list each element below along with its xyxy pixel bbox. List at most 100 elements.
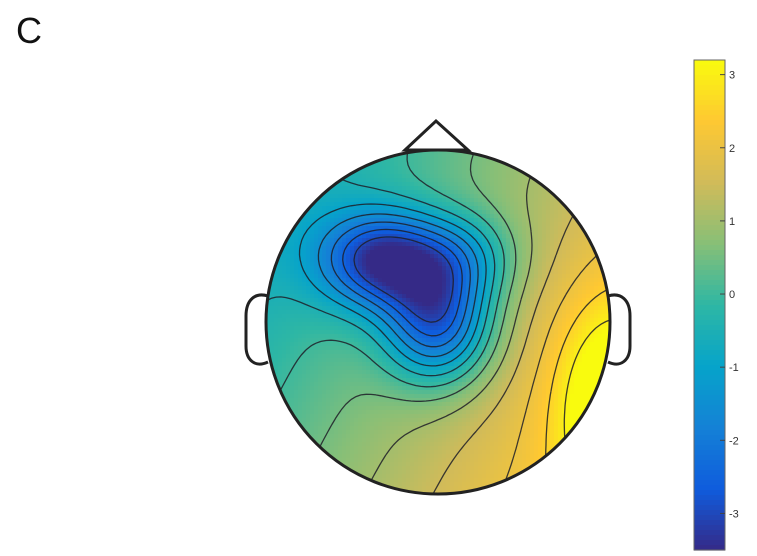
- heatmap-cell: [358, 206, 363, 211]
- heatmap-cell: [414, 282, 419, 287]
- heatmap-cell: [522, 370, 527, 375]
- heatmap-cell: [574, 310, 579, 315]
- heatmap-cell: [494, 242, 499, 247]
- heatmap-cell: [386, 286, 391, 291]
- heatmap-cell: [310, 362, 315, 367]
- heatmap-cell: [370, 194, 375, 199]
- heatmap-cell: [586, 254, 591, 259]
- heatmap-cell: [406, 282, 411, 287]
- heatmap-cell: [342, 170, 347, 175]
- heatmap-cell: [474, 202, 479, 207]
- heatmap-cell: [362, 318, 367, 323]
- heatmap-cell: [398, 262, 403, 267]
- heatmap-cell: [326, 282, 331, 287]
- heatmap-cell: [430, 314, 435, 319]
- heatmap-cell: [542, 306, 547, 311]
- heatmap-cell: [578, 250, 583, 255]
- heatmap-cell: [406, 246, 411, 251]
- heatmap-cell: [534, 266, 539, 271]
- heatmap-cell: [530, 370, 535, 375]
- heatmap-cell: [562, 314, 567, 319]
- heatmap-cell: [358, 406, 363, 411]
- heatmap-cell: [418, 350, 423, 355]
- heatmap-cell: [430, 366, 435, 371]
- heatmap-cell: [606, 322, 610, 327]
- heatmap-cell: [590, 282, 595, 287]
- heatmap-cell: [418, 182, 423, 187]
- heatmap-cell: [554, 266, 559, 271]
- heatmap-cell: [442, 338, 447, 343]
- heatmap-cell: [406, 194, 411, 199]
- heatmap-cell: [306, 350, 311, 355]
- heatmap-cell: [326, 378, 331, 383]
- heatmap-cell: [518, 294, 523, 299]
- heatmap-cell: [602, 262, 607, 267]
- heatmap-cell: [290, 334, 295, 339]
- heatmap-cell: [534, 190, 539, 195]
- heatmap-cell: [374, 410, 379, 415]
- heatmap-cell: [470, 270, 475, 275]
- heatmap-cell: [286, 262, 291, 267]
- heatmap-cell: [338, 354, 343, 359]
- heatmap-cell: [370, 266, 375, 271]
- heatmap-cell: [318, 330, 323, 335]
- heatmap-cell: [558, 406, 563, 411]
- heatmap-cell: [294, 322, 299, 327]
- heatmap-cell: [482, 266, 487, 271]
- heatmap-cell: [530, 182, 535, 187]
- heatmap-cell: [466, 182, 471, 187]
- heatmap-cell: [502, 238, 507, 243]
- heatmap-cell: [522, 298, 527, 303]
- heatmap-cell: [398, 342, 403, 347]
- heatmap-cell: [506, 182, 511, 187]
- heatmap-cell: [506, 390, 511, 395]
- heatmap-cell: [442, 370, 447, 375]
- heatmap-cell: [470, 298, 475, 303]
- heatmap-cell: [518, 402, 523, 407]
- heatmap-cell: [398, 226, 403, 231]
- heatmap-cell: [402, 342, 407, 347]
- heatmap-cell: [446, 242, 451, 247]
- heatmap-cell: [510, 246, 515, 251]
- heatmap-cell: [386, 162, 391, 167]
- heatmap-cell: [578, 302, 583, 307]
- heatmap-cell: [562, 278, 567, 283]
- heatmap-cell: [454, 250, 459, 255]
- heatmap-cell: [606, 314, 610, 319]
- heatmap-cell: [378, 170, 383, 175]
- heatmap-cell: [386, 186, 391, 191]
- heatmap-cell: [386, 178, 391, 183]
- right-ear-shape: [607, 293, 632, 366]
- heatmap-cell: [382, 370, 387, 375]
- heatmap-cell: [386, 266, 391, 271]
- heatmap-cell: [498, 318, 503, 323]
- heatmap-cell: [350, 378, 355, 383]
- heatmap-cell: [574, 290, 579, 295]
- heatmap-cell: [354, 178, 359, 183]
- heatmap-cell: [474, 242, 479, 247]
- heatmap-cell: [430, 190, 435, 195]
- heatmap-cell: [418, 162, 423, 167]
- heatmap-cell: [398, 258, 403, 263]
- heatmap-cell: [346, 358, 351, 363]
- heatmap-cell: [302, 242, 307, 247]
- heatmap-cell: [542, 262, 547, 267]
- heatmap-cell: [326, 410, 331, 415]
- heatmap-cell: [326, 202, 331, 207]
- heatmap-cell: [302, 342, 307, 347]
- heatmap-cell: [370, 210, 375, 215]
- heatmap-cell: [474, 322, 479, 327]
- heatmap-cell: [282, 302, 287, 307]
- heatmap-cell: [338, 310, 343, 315]
- heatmap-cell: [386, 362, 391, 367]
- heatmap-cell: [438, 358, 443, 363]
- heatmap-cell: [562, 258, 567, 263]
- heatmap-cell: [310, 262, 315, 267]
- heatmap-cell: [598, 286, 603, 291]
- heatmap-cell: [390, 318, 395, 323]
- heatmap-cell: [406, 234, 411, 239]
- heatmap-cell: [510, 294, 515, 299]
- heatmap-cell: [362, 306, 367, 311]
- heatmap-cell: [598, 390, 603, 395]
- heatmap-cell: [406, 262, 411, 267]
